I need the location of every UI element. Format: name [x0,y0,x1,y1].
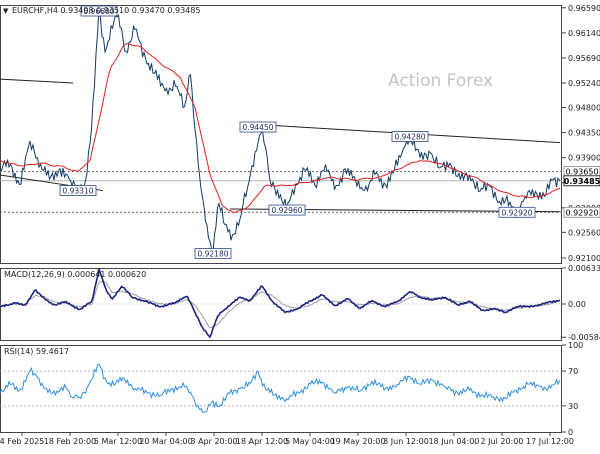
x-axis-tick-label: 2 Jul 20:00 [481,437,524,446]
price-annotation-label: 0.92180 [197,250,228,259]
price-annotation-box [391,131,429,142]
price-panel-frame [0,5,562,264]
rsi-axis-tick-label: 100 [568,341,583,350]
price-axis-tick-label: 0.92100 [568,254,600,263]
x-axis-tick-label: 5 May 04:00 [285,437,335,446]
price-annotation-box [268,204,306,216]
level-label: 0.92920 [565,208,598,217]
x-axis-tick-label: 5 Mar 12:00 [94,437,142,446]
price-annotation-box [59,185,97,196]
macd-panel-frame [0,268,562,341]
watermark: Action Forex [388,71,493,91]
x-axis-tick-label: 3 Jun 12:00 [383,437,429,446]
price-axis-tick-label: 0.95690 [568,54,600,63]
trendline [0,78,74,84]
price-axis-tick-label: 0.95240 [568,79,600,88]
price-panel-header: EURCHF,H4 0.93498 0.93510 0.93470 0.9348… [12,6,200,15]
x-axis-tick-label: 17 Jul 12:00 [526,437,574,446]
macd-axis-tick-label: 0.006332 [568,264,600,273]
price-axis-tick-label: 0.92560 [568,228,600,237]
x-axis-tick-label: 19 May 20:00 [331,437,386,446]
price-annotation-box [239,121,277,133]
price-series-line [0,7,560,254]
x-axis-tick-label: 18 Feb 20:00 [44,437,96,446]
price-annotation-label: 0.96600 [83,7,114,16]
rsi-line [0,363,561,413]
x-axis-tick-label: 20 Mar 04:00 [139,437,192,446]
rsi-panel-header: RSI(14) 59.4617 [4,347,69,356]
price-annotation-label: 0.93310 [62,187,93,196]
current-price-box [563,175,600,187]
rsi-axis-tick-label: 30 [568,402,578,411]
price-annotation-box [80,5,118,17]
price-annotation-label: 0.92960 [271,206,302,215]
macd-axis-tick-label: -0.005845 [568,333,600,342]
rsi-axis-tick-label: 0 [568,428,573,437]
current-price-label: 0.93485 [564,177,600,186]
level-label: 0.93650 [565,168,598,177]
x-axis-tick-label: 4 Feb 2025 [0,437,44,446]
level-box [563,206,600,218]
macd-axis-tick-label: 0.00 [568,300,586,309]
x-axis-tick-label: 18 Apr 12:00 [236,437,288,446]
price-annotation-label: 0.94280 [394,133,425,142]
price-axis-tick-label: 0.93900 [568,154,600,163]
rsi-panel-frame [0,345,562,433]
macd-main-line [0,268,560,339]
price-axis-tick-label: 0.96590 [568,4,600,13]
price-annotation-box [498,206,536,218]
x-axis-tick-label: 18 Jun 04:00 [429,437,480,446]
rsi-axis-tick-label: 70 [568,367,578,376]
moving-average-line [0,43,561,214]
collapse-arrow-icon: ▼ [3,7,9,15]
price-annotation-box [194,248,232,259]
price-axis-tick-label: 0.94800 [568,104,600,113]
macd-panel-header: MACD(12,26,9) 0.000641 0.000620 [4,270,146,279]
x-axis-tick-label: 3 Apr 20:00 [190,437,237,446]
price-axis-tick-label: 0.96140 [568,29,600,38]
price-annotation-label: 0.92920 [501,208,532,217]
price-axis-tick-label: 0.94350 [568,129,600,138]
price-annotation-label: 0.94450 [242,123,273,132]
